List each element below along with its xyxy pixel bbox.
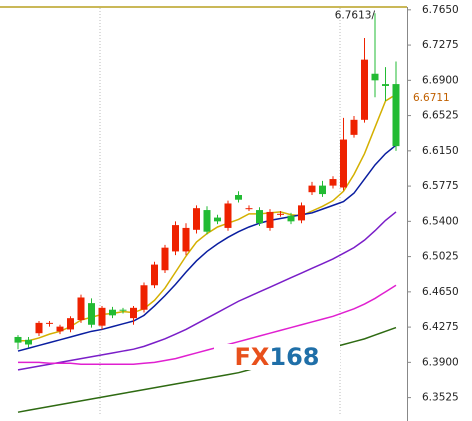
candle-body [161, 247, 169, 271]
y-tick-label: 6.6900 [422, 74, 459, 86]
candle-body [77, 297, 85, 321]
watermark-num: 168 [269, 343, 319, 371]
plot [14, 13, 400, 413]
y-tick-label: 6.4650 [422, 286, 459, 298]
high-label: 6.7613/ [335, 9, 376, 21]
candle-body [151, 264, 158, 286]
watermark: FX168 [214, 343, 340, 371]
candle-body [172, 225, 179, 252]
candle-body [329, 179, 337, 186]
candle-body [119, 309, 127, 311]
watermark-fx: FX [234, 343, 269, 371]
candle-body [193, 208, 200, 230]
candle-body [130, 307, 137, 319]
y-tick-label: 6.4275 [422, 321, 459, 333]
last-price-label: 6.6711 [413, 92, 450, 104]
candle-body [361, 59, 368, 120]
candle-body [298, 205, 305, 221]
y-tick-label: 6.5775 [422, 180, 459, 192]
y-tick-label: 6.7650 [422, 4, 459, 16]
y-tick-label: 6.6150 [422, 145, 459, 157]
candle-body [203, 210, 211, 232]
candle-body [140, 285, 148, 310]
candle-body [88, 303, 95, 325]
candle-body [182, 227, 190, 252]
candle-body [287, 215, 295, 222]
ma-line [17, 144, 397, 352]
candle-body [371, 73, 379, 81]
candle-body [256, 210, 263, 224]
candle-body [340, 139, 347, 188]
candle-body [382, 84, 389, 86]
candle-body [67, 318, 74, 330]
candle-body [46, 322, 53, 324]
candle-body [235, 195, 242, 200]
candle-body [245, 208, 253, 210]
candle-body [350, 119, 358, 135]
candle-body [224, 203, 232, 228]
candle-body [266, 211, 274, 228]
watermark-bg [214, 344, 340, 370]
y-tick-label: 6.3900 [422, 356, 459, 368]
candle-body [308, 185, 316, 193]
candle-body [35, 322, 43, 334]
candle-body [25, 339, 32, 345]
candle-body [319, 185, 326, 195]
candle-body [98, 307, 106, 326]
candle-body [392, 84, 400, 147]
y-tick-label: 6.6525 [422, 110, 459, 122]
candle-body [109, 309, 116, 316]
candle-body [14, 336, 22, 343]
candle-body [56, 326, 64, 332]
y-tick-label: 6.5025 [422, 251, 459, 263]
y-tick-label: 6.3525 [422, 392, 459, 404]
watermark-text: FX168 [234, 343, 319, 371]
ma-line [17, 211, 397, 371]
candle-body [277, 213, 284, 215]
ma-line [18, 284, 397, 365]
y-tick-label: 6.5400 [422, 215, 459, 227]
candle-body [214, 217, 221, 222]
y-tick-label: 6.7275 [422, 39, 459, 51]
